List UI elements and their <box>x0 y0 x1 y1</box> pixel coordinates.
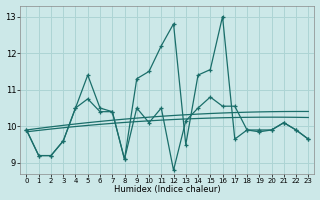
X-axis label: Humidex (Indice chaleur): Humidex (Indice chaleur) <box>114 185 221 194</box>
